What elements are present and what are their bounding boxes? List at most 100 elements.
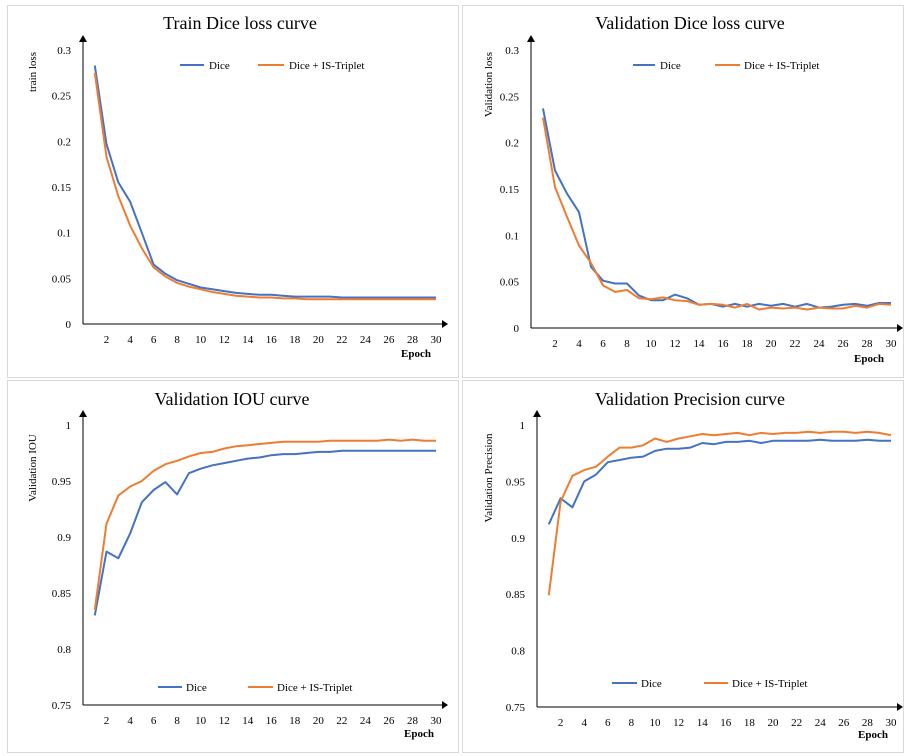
chart4-x-tick: 12 — [673, 717, 684, 729]
chart1-x-axis-arrow — [442, 320, 448, 328]
chart4-x-tick: 22 — [791, 717, 802, 729]
chart3-x-tick: 24 — [360, 715, 372, 727]
chart2-x-tick: 16 — [718, 338, 730, 350]
chart1-y-tick: 0.2 — [57, 136, 71, 148]
chart4-y-axis-label: Validation Precision — [483, 433, 495, 522]
chart3-x-tick: 16 — [266, 715, 278, 727]
chart2-x-axis-arrow — [897, 324, 903, 332]
chart1-x-tick: 16 — [266, 334, 278, 346]
chart2-y-tick: 0.2 — [505, 138, 519, 150]
chart2-x-tick: 2 — [552, 338, 558, 350]
chart2-x-tick: 14 — [694, 338, 706, 350]
chart2-x-tick: 22 — [790, 338, 801, 350]
chart4-x-tick: 4 — [581, 717, 587, 729]
chart4-y-tick: 1 — [520, 420, 526, 432]
chart4-x-tick: 6 — [605, 717, 611, 729]
chart2-x-tick: 26 — [838, 338, 850, 350]
chart4-y-tick: 0.95 — [506, 476, 526, 488]
chart2-x-tick: 8 — [624, 338, 630, 350]
chart1-series-dice-line — [93, 65, 436, 299]
chart4-series-dice-line — [547, 438, 891, 525]
chart4-series-dice-triplet-line — [547, 430, 892, 596]
chart3-y-axis-arrow — [79, 410, 87, 417]
chart1-legend-label-dice-triplet: Dice + IS-Triplet — [289, 60, 364, 72]
chart4-x-tick: 14 — [697, 717, 709, 729]
chart3-legend-label-dice: Dice — [186, 682, 207, 694]
chart1-x-tick: 12 — [219, 334, 230, 346]
chart3-x-tick: 18 — [289, 715, 301, 727]
chart2-x-tick: 4 — [576, 338, 582, 350]
chart3-x-tick: 20 — [313, 715, 325, 727]
chart3-y-tick: 1 — [66, 420, 72, 432]
chart2-legend-label-dice: Dice — [660, 60, 681, 72]
chart3-x-tick: 6 — [151, 715, 157, 727]
chart4-legend-label-dice: Dice — [641, 678, 662, 690]
chart1-x-tick: 20 — [313, 334, 325, 346]
chart1-x-tick: 18 — [289, 334, 301, 346]
chart1-y-tick: 0.1 — [57, 228, 71, 240]
panel-border-2 — [462, 5, 904, 378]
chart2-x-tick: 24 — [814, 338, 826, 350]
panel-border-1 — [7, 5, 459, 378]
chart3-y-tick: 0.85 — [52, 588, 72, 600]
chart2-y-tick: 0.3 — [505, 45, 519, 57]
chart1-x-tick: 6 — [151, 334, 157, 346]
chart1-title: Train Dice loss curve — [163, 13, 317, 33]
chart1-x-tick: 24 — [360, 334, 372, 346]
chart3-x-tick: 12 — [219, 715, 230, 727]
chart3-x-tick: 22 — [336, 715, 347, 727]
chart1-y-axis-arrow — [79, 35, 87, 42]
chart3-series-dice-line — [93, 449, 436, 616]
chart3-x-tick: 14 — [242, 715, 254, 727]
panel-border-4 — [462, 380, 904, 753]
chart2-title: Validation Dice loss curve — [595, 13, 784, 33]
chart1-x-tick: 8 — [174, 334, 180, 346]
chart3-x-tick: 8 — [174, 715, 180, 727]
panel-border-3 — [7, 380, 459, 753]
chart1-y-tick: 0.25 — [52, 91, 72, 103]
chart3-legend-label-dice-triplet: Dice + IS-Triplet — [277, 682, 352, 694]
chart4-y-tick: 0.9 — [511, 533, 525, 545]
chart3-x-tick: 28 — [407, 715, 419, 727]
chart2-series-dice-line — [542, 108, 891, 309]
chart3-x-axis-arrow — [442, 701, 448, 709]
chart4-x-tick: 10 — [650, 717, 662, 729]
chart1-x-tick: 10 — [195, 334, 207, 346]
chart1-x-tick: 14 — [242, 334, 254, 346]
chart4-x-tick: 26 — [838, 717, 850, 729]
chart2-x-axis-label: Epoch — [854, 353, 884, 365]
chart4-y-tick: 0.75 — [506, 702, 526, 714]
chart1-y-tick: 0 — [66, 319, 72, 331]
chart4-title: Validation Precision curve — [595, 389, 785, 409]
chart2-x-tick: 6 — [600, 338, 606, 350]
chart3-series-dice-triplet-line — [93, 438, 436, 610]
chart4-legend-label-dice-triplet: Dice + IS-Triplet — [732, 678, 807, 690]
chart4-x-tick: 8 — [629, 717, 635, 729]
chart2-x-tick: 18 — [742, 338, 754, 350]
chart3-x-tick: 2 — [104, 715, 110, 727]
chart1-series-dice-triplet-line — [93, 72, 436, 301]
chart1-x-tick: 4 — [127, 334, 133, 346]
chart4-y-tick: 0.85 — [506, 589, 526, 601]
chart4-x-tick: 30 — [886, 717, 898, 729]
chart2-y-axis-arrow — [527, 35, 535, 42]
chart1-x-axis-label: Epoch — [401, 348, 431, 360]
chart3-y-tick: 0.8 — [57, 644, 71, 656]
chart2-y-tick: 0.25 — [500, 91, 520, 103]
chart2-x-tick: 20 — [766, 338, 778, 350]
chart1-y-tick: 0.05 — [52, 273, 72, 285]
chart3-x-tick: 30 — [431, 715, 443, 727]
chart1-x-tick: 22 — [336, 334, 347, 346]
chart1-x-tick: 28 — [407, 334, 419, 346]
chart3-x-tick: 26 — [383, 715, 395, 727]
chart3-y-tick: 0.95 — [52, 476, 72, 488]
chart2-x-tick: 30 — [886, 338, 898, 350]
chart2-legend-label-dice-triplet: Dice + IS-Triplet — [744, 60, 819, 72]
chart3-x-axis-label: Epoch — [404, 728, 434, 740]
chart4-x-tick: 24 — [815, 717, 827, 729]
chart2-series-dice-triplet-line — [542, 117, 892, 311]
chart4-x-tick: 18 — [744, 717, 756, 729]
chart4-x-tick: 2 — [558, 717, 564, 729]
chart3-x-tick: 4 — [127, 715, 133, 727]
